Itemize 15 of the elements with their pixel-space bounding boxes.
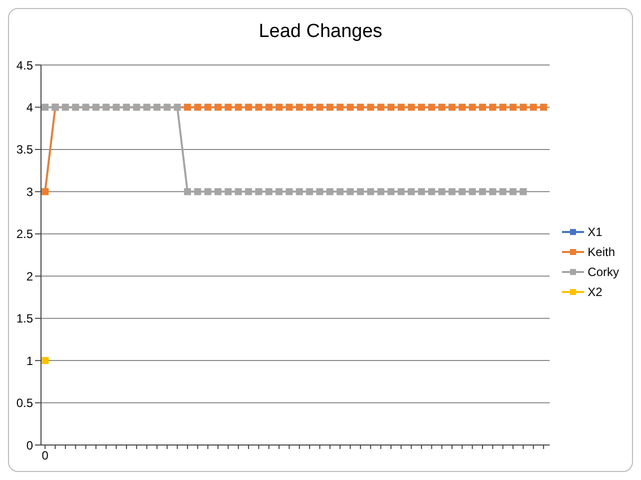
y-tick-label: 4.5 xyxy=(16,58,34,72)
legend-label: X2 xyxy=(588,285,602,299)
y-tick-label: 3 xyxy=(26,184,34,199)
y-tick-label: 3.5 xyxy=(16,142,34,157)
y-tick-label: 1.5 xyxy=(16,312,34,326)
y-tick-label: 0 xyxy=(26,438,34,452)
legend-label: Corky xyxy=(588,265,619,279)
y-tick-label: 1 xyxy=(26,354,34,368)
legend-label: X1 xyxy=(588,225,602,239)
legend-label: Keith xyxy=(588,245,616,259)
y-tick-label: 2 xyxy=(26,269,34,284)
y-tick-label: 4 xyxy=(26,100,34,114)
y-tick-label: 2.5 xyxy=(16,227,34,242)
y-tick-label: 0.5 xyxy=(16,396,34,410)
chart-title: Lead Changes xyxy=(258,20,384,44)
